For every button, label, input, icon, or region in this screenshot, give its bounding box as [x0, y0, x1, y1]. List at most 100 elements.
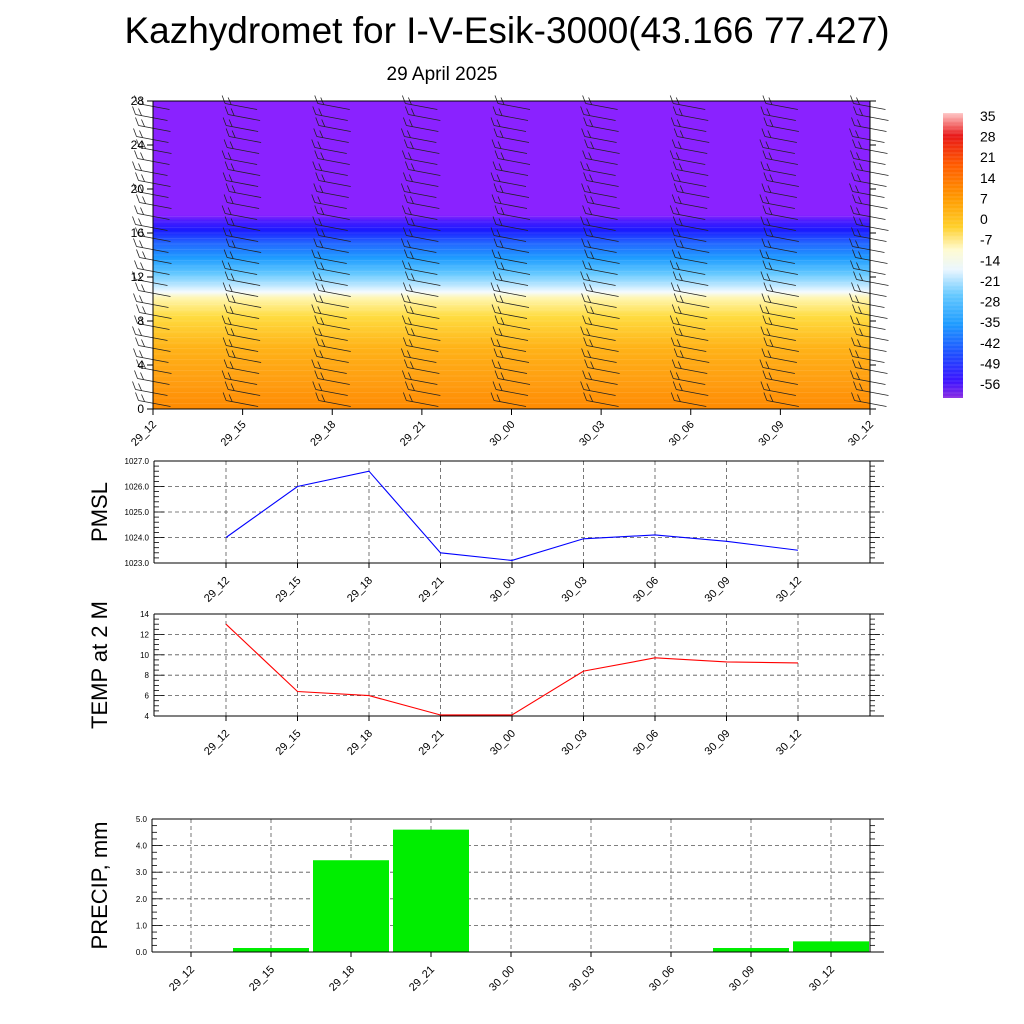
wind-barb	[851, 172, 855, 181]
wind-barb	[679, 185, 684, 193]
wind-barb	[141, 284, 145, 292]
wind-barb	[408, 114, 441, 121]
wind-barb	[769, 119, 774, 127]
wind-barb	[587, 350, 591, 358]
x-tick-label: 30_00	[488, 419, 518, 449]
wind-barb	[408, 152, 412, 160]
wind-barb	[857, 119, 861, 127]
wind-barb	[407, 147, 440, 154]
x-tick-label: 29_18	[345, 575, 375, 605]
wind-barb	[405, 216, 409, 225]
wind-barb	[311, 304, 316, 313]
wind-barb	[229, 301, 262, 308]
wind-barb	[676, 284, 681, 292]
y-tick-label: 6	[145, 692, 150, 701]
wind-barb	[491, 139, 496, 148]
wind-barb	[401, 293, 405, 302]
wind-barb	[403, 227, 407, 236]
wind-barb	[857, 284, 861, 292]
wind-barb	[402, 205, 406, 214]
wind-barb	[761, 183, 766, 192]
wind-barb	[584, 191, 617, 198]
y-tick-label: 20	[131, 182, 145, 196]
wind-barb	[500, 152, 505, 160]
wind-barb	[587, 147, 620, 154]
wind-barb	[133, 183, 137, 192]
wind-barb	[673, 378, 706, 385]
wind-barb	[402, 370, 406, 379]
wind-barb	[140, 262, 144, 270]
x-tick-label: 29_18	[327, 964, 357, 994]
wind-barb	[225, 183, 230, 192]
x-tick-label: 30_09	[703, 575, 733, 605]
wind-barb	[314, 257, 347, 264]
wind-barb	[859, 273, 863, 281]
wind-barb	[401, 348, 405, 357]
wind-barb	[224, 381, 229, 390]
wind-barb	[583, 172, 587, 181]
wind-barb	[493, 345, 527, 352]
wind-barb	[311, 194, 316, 203]
wind-barb	[138, 235, 171, 242]
wind-barb	[141, 339, 145, 347]
wind-barb	[856, 334, 889, 341]
wind-barb	[228, 229, 233, 237]
wind-barb	[493, 128, 498, 137]
wind-barb	[407, 312, 440, 319]
wind-barb	[586, 235, 619, 242]
wind-barb	[315, 392, 320, 401]
wind-barb	[677, 136, 710, 143]
wind-barb	[761, 238, 766, 247]
wind-barb	[675, 147, 708, 154]
x-tick-label: 29_15	[247, 964, 277, 994]
wind-barb	[762, 205, 767, 214]
wind-barb	[321, 174, 326, 182]
wind-barb	[673, 348, 678, 357]
wind-barb	[588, 152, 592, 160]
wind-barb	[403, 392, 407, 401]
wind-barb	[581, 128, 585, 137]
wind-barb	[142, 141, 146, 149]
wind-barb	[228, 339, 233, 347]
wind-barb	[142, 306, 146, 314]
wind-barb	[230, 383, 235, 391]
wind-barb	[580, 106, 584, 115]
wind-barb	[319, 350, 324, 358]
wind-barb	[856, 389, 889, 396]
wind-barb	[228, 279, 261, 286]
wind-barb	[490, 337, 495, 346]
wind-barb	[316, 191, 349, 198]
wind-barb	[765, 103, 798, 110]
wind-barb	[851, 392, 855, 401]
wind-barb	[227, 317, 232, 325]
wind-barb	[405, 381, 409, 390]
wind-barb	[856, 372, 860, 380]
wind-barb	[590, 141, 594, 149]
wind-barb	[499, 295, 504, 303]
wind-barb	[670, 337, 675, 346]
wind-barb	[584, 359, 588, 368]
colorbar-label: -56	[980, 376, 1000, 392]
wind-barb	[135, 389, 168, 396]
wind-barb	[135, 114, 168, 121]
wind-barb	[678, 163, 683, 171]
wind-barb	[496, 284, 501, 292]
wind-barb	[495, 169, 529, 176]
wind-barb	[319, 295, 324, 303]
wind-barb	[586, 273, 590, 281]
wind-barb	[498, 273, 503, 281]
page-subtitle: 29 April 2025	[386, 64, 498, 85]
y-tick-label: 0	[137, 402, 144, 416]
wind-barb	[859, 163, 863, 171]
x-tick-label: 29_12	[202, 728, 232, 758]
wind-barb	[760, 161, 765, 170]
wind-barb	[676, 114, 709, 121]
wind-barb	[853, 326, 857, 335]
wind-barb	[134, 315, 138, 324]
wind-barb	[582, 205, 586, 214]
wind-barb	[673, 268, 706, 275]
wind-barb	[315, 282, 320, 291]
wind-barb	[675, 262, 680, 270]
wind-barb	[135, 282, 139, 291]
colorbar-label: -7	[980, 232, 993, 248]
